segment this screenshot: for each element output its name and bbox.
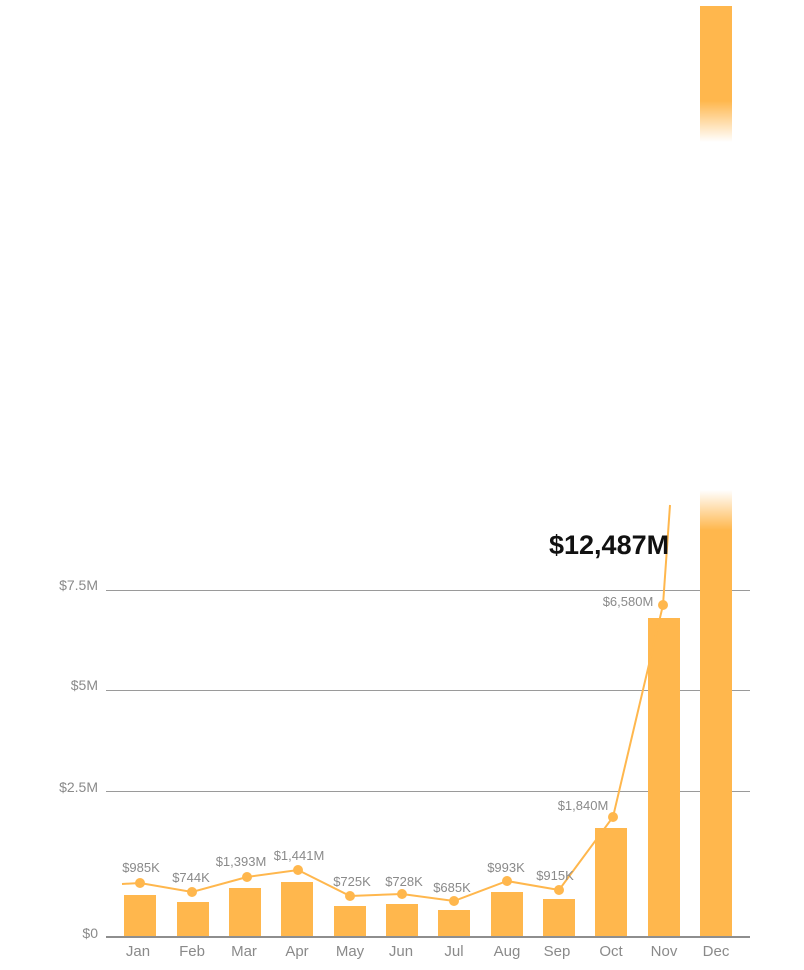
bar-dec-overflow [700, 6, 732, 142]
value-label-mar: $1,393M [215, 854, 267, 869]
value-label-jul: $685K [433, 880, 471, 895]
value-label-sep: $915K [536, 868, 574, 883]
bar-nov[interactable] [648, 618, 680, 936]
gridline-7.5m [106, 590, 750, 591]
bar-may[interactable] [334, 906, 366, 936]
value-label-dec-highlight: $12,487M [549, 530, 670, 560]
y-tick-2.5m: $2.5M [59, 779, 98, 795]
y-tick-7.5m: $7.5M [59, 577, 98, 593]
bar-oct[interactable] [595, 828, 627, 936]
x-tick-may: May [335, 943, 365, 960]
x-tick-mar: Mar [231, 943, 257, 960]
point-oct [608, 812, 618, 822]
bar-feb[interactable] [177, 902, 209, 936]
point-jun [397, 889, 407, 899]
bar-jul[interactable] [438, 910, 470, 936]
x-tick-dec: Dec [702, 943, 730, 960]
x-tick-nov: Nov [650, 943, 678, 960]
bar-aug[interactable] [491, 892, 523, 936]
bar-mar[interactable] [229, 888, 261, 936]
value-label-jan: $985K [122, 860, 160, 875]
x-tick-jun: Jun [388, 943, 414, 960]
bar-sep[interactable] [543, 899, 575, 936]
gridline-2.5m [106, 791, 750, 792]
bar-dec[interactable] [700, 490, 732, 936]
value-label-feb: $744K [172, 870, 210, 885]
bar-apr[interactable] [281, 882, 313, 936]
value-label-apr: $1,441M [273, 848, 325, 863]
x-axis-line [106, 936, 750, 938]
x-tick-apr: Apr [285, 943, 309, 960]
point-mar [242, 872, 252, 882]
point-may [345, 891, 355, 901]
bar-jan[interactable] [124, 895, 156, 936]
point-jul [449, 896, 459, 906]
point-jan [135, 878, 145, 888]
gridline-5m [106, 690, 750, 691]
point-feb [187, 887, 197, 897]
value-label-oct: $1,840M [557, 798, 609, 813]
point-aug [502, 876, 512, 886]
y-tick-0: $0 [82, 925, 98, 941]
value-label-may: $725K [333, 874, 371, 889]
point-apr [293, 865, 303, 875]
bar-jun[interactable] [386, 904, 418, 936]
x-tick-jan: Jan [125, 943, 151, 960]
x-tick-aug: Aug [493, 943, 521, 960]
value-label-aug: $993K [487, 860, 525, 875]
y-tick-5m: $5M [70, 677, 98, 693]
x-tick-jul: Jul [444, 943, 464, 960]
x-tick-feb: Feb [179, 943, 205, 960]
x-tick-oct: Oct [599, 943, 623, 960]
point-sep [554, 885, 564, 895]
x-tick-sep: Sep [543, 943, 571, 960]
point-nov [658, 600, 668, 610]
value-label-jun: $728K [385, 874, 423, 889]
value-label-nov: $6,580M [602, 594, 654, 609]
